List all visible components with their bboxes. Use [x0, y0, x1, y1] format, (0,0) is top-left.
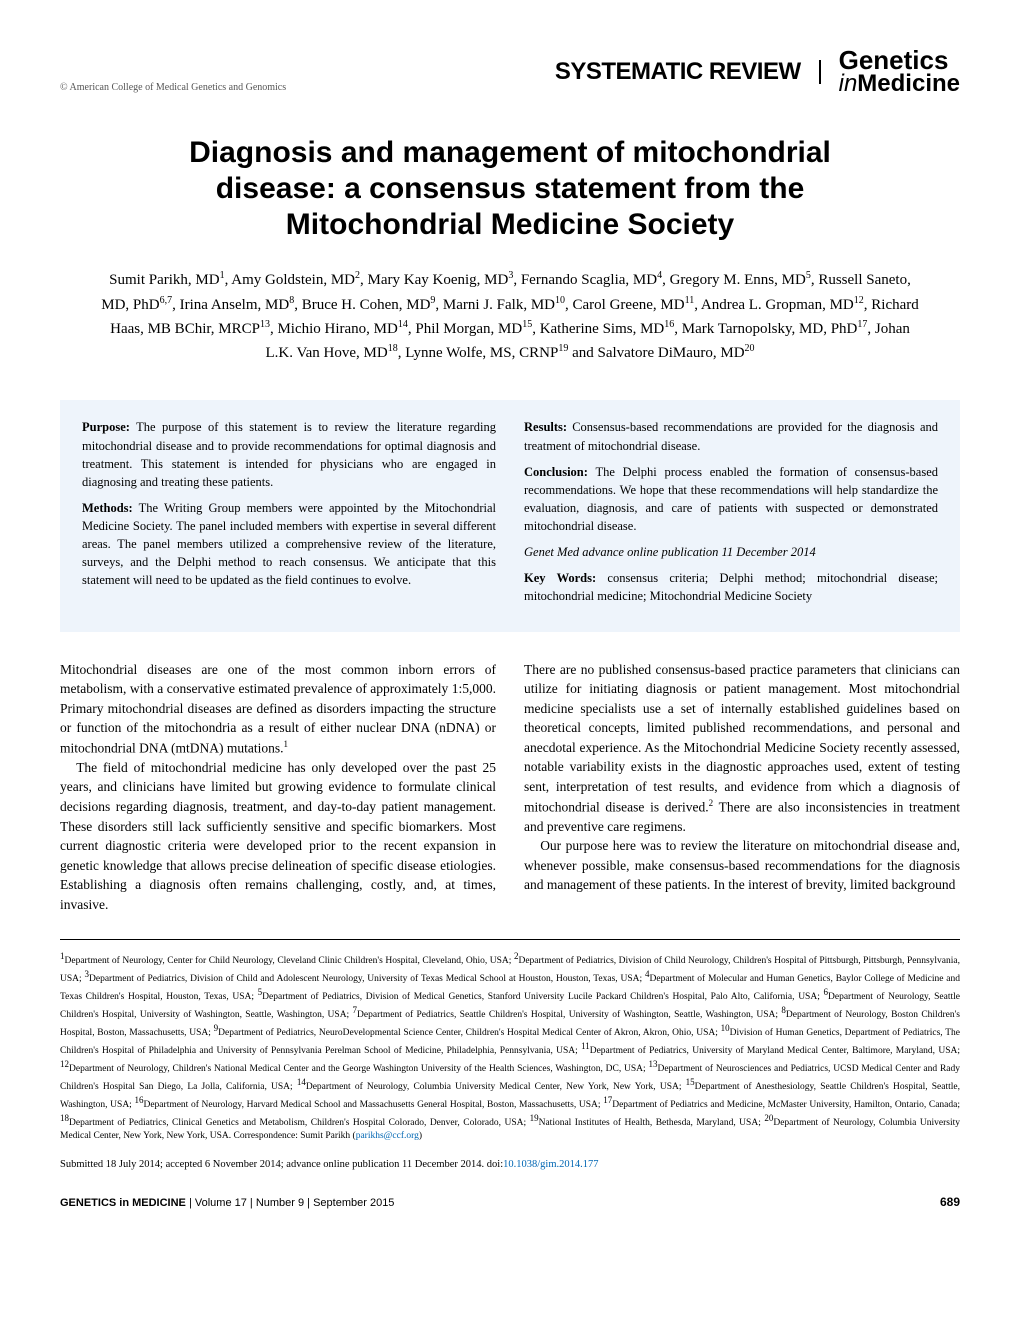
affiliations: 1Department of Neurology, Center for Chi… [60, 939, 960, 1143]
purpose-text: The purpose of this statement is to revi… [82, 420, 496, 488]
page-footer: GENETICS in MEDICINE | Volume 17 | Numbe… [60, 1193, 960, 1212]
header-right: SYSTEMATIC REVIEW Genetics inMedicine [555, 48, 960, 95]
article-title: Diagnosis and management of mitochondria… [150, 135, 870, 243]
page-number: 689 [940, 1193, 960, 1211]
copyright-text: © American College of Medical Genetics a… [60, 80, 286, 95]
body-p4: Our purpose here was to review the liter… [524, 836, 960, 895]
conclusion-label: Conclusion: [524, 465, 588, 479]
body-p2: The field of mitochondrial medicine has … [60, 758, 496, 915]
body-columns: Mitochondrial diseases are one of the mo… [60, 660, 960, 915]
results-text: Consensus-based recommendations are prov… [524, 420, 938, 452]
authors-list: Sumit Parikh, MD1, Amy Goldstein, MD2, M… [100, 268, 920, 365]
ref-1: 1 [283, 739, 288, 749]
methods-text: The Writing Group members were appointed… [82, 501, 496, 588]
abstract-left: Purpose: The purpose of this statement i… [82, 418, 496, 613]
doi-link[interactable]: 10.1038/gim.2014.177 [503, 1159, 598, 1170]
keywords-label: Key Words: [524, 571, 596, 585]
footer-left: GENETICS in MEDICINE | Volume 17 | Numbe… [60, 1195, 394, 1212]
pub-info: Genet Med advance online publication 11 … [524, 543, 938, 561]
body-p1-text: Mitochondrial diseases are one of the mo… [60, 662, 496, 756]
body-p1: Mitochondrial diseases are one of the mo… [60, 660, 496, 758]
journal-bold: Medicine [857, 70, 960, 97]
body-left-col: Mitochondrial diseases are one of the mo… [60, 660, 496, 915]
body-p3: There are no published consensus-based p… [524, 660, 960, 837]
abstract-right: Results: Consensus-based recommendations… [524, 418, 938, 613]
footer-issue: | Volume 17 | Number 9 | September 2015 [186, 1197, 395, 1209]
purpose-label: Purpose: [82, 420, 130, 434]
results-label: Results: [524, 420, 567, 434]
page-header: © American College of Medical Genetics a… [60, 48, 960, 95]
journal-line2: inMedicine [839, 73, 960, 96]
submitted-text: Submitted 18 July 2014; accepted 6 Novem… [60, 1159, 503, 1170]
abstract-box: Purpose: The purpose of this statement i… [60, 400, 960, 631]
journal-logo: Genetics inMedicine [839, 48, 960, 95]
submission-info: Submitted 18 July 2014; accepted 6 Novem… [60, 1157, 960, 1173]
body-right-col: There are no published consensus-based p… [524, 660, 960, 915]
footer-journal: GENETICS in MEDICINE [60, 1197, 186, 1209]
body-p3a: There are no published consensus-based p… [524, 662, 960, 814]
methods-label: Methods: [82, 501, 133, 515]
journal-prefix: in [839, 70, 858, 97]
section-type: SYSTEMATIC REVIEW [555, 60, 821, 84]
